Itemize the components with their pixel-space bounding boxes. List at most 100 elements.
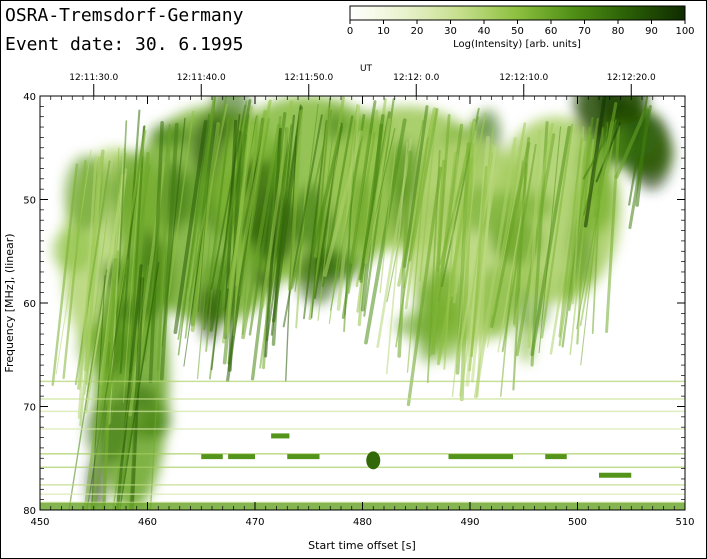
y-tick-label: 50 (23, 196, 36, 207)
rfi-segment (201, 454, 223, 460)
x-tick-label: 450 (30, 517, 49, 528)
burst-streak (513, 123, 554, 328)
burst-streak (68, 269, 108, 510)
rfi-row (40, 453, 685, 455)
burst-streak (538, 126, 562, 354)
x-tick-label: 480 (353, 517, 372, 528)
rfi-segment (545, 454, 567, 460)
burst-streak (303, 120, 328, 320)
burst-streak (558, 137, 584, 338)
heatmap-layer (40, 96, 685, 510)
burst-core (52, 227, 95, 273)
burst-streak (311, 125, 344, 255)
burst-core (629, 129, 674, 177)
colorbar-label: Log(Intensity) [arb. units] (453, 39, 581, 50)
burst-streak (91, 275, 106, 510)
event-date: Event date: 30. 6.1995 (5, 34, 244, 55)
burst-streak (312, 134, 334, 302)
burst-streak (55, 149, 92, 375)
burst-streak (593, 101, 618, 218)
burst-streak (614, 105, 649, 179)
ut-tick-label: 12:11:50.0 (284, 73, 333, 83)
observatory-title: OSRA-Tremsdorf-Germany (5, 5, 244, 26)
burst-streak (108, 129, 147, 343)
rfi-segment (287, 454, 320, 460)
rfi-row (40, 398, 685, 400)
burst-streak (403, 105, 429, 268)
burst-streak (226, 106, 253, 335)
colorbar-tick-label: 10 (377, 26, 390, 37)
burst-streak (576, 126, 591, 345)
burst-streak (110, 164, 151, 423)
y-tick-label: 80 (23, 506, 36, 517)
burst-streak (248, 130, 282, 336)
burst-streak (469, 125, 495, 310)
burst-streak (217, 114, 251, 317)
burst-streak (571, 126, 585, 305)
burst-streak (363, 97, 395, 317)
burst-streak (102, 279, 116, 510)
ut-axis-label: UT (360, 64, 373, 74)
burst-streak (431, 159, 446, 355)
burst-streak (497, 147, 534, 353)
y-tick-label: 60 (23, 299, 36, 310)
burst-streak (77, 156, 98, 419)
burst-streak (115, 264, 143, 510)
burst-streak (473, 137, 517, 399)
rfi-segment (448, 454, 513, 460)
rfi-row (40, 466, 685, 469)
burst-streak (119, 109, 141, 374)
burst-streak (558, 134, 591, 347)
burst-streak (605, 125, 621, 334)
burst-streak (527, 130, 542, 348)
burst-streak (385, 142, 409, 375)
colorbar-tick-label: 30 (444, 26, 457, 37)
y-tick-label: 40 (23, 92, 36, 103)
burst-streak (406, 151, 427, 373)
burst-streak (459, 142, 474, 402)
burst-streak (128, 271, 144, 510)
burst-streak (359, 114, 385, 283)
burst-streak (114, 120, 128, 356)
burst-streak (579, 138, 615, 327)
burst-streak (241, 123, 281, 340)
burst-streak (540, 123, 574, 339)
burst-streak (583, 121, 608, 216)
burst-streak (223, 119, 238, 340)
ut-tick-label: 12:12: 0.0 (393, 73, 439, 83)
burst-streak (94, 259, 129, 510)
rfi-row (40, 380, 685, 383)
ut-tick-label: 12:11:40.0 (177, 73, 226, 83)
burst-streak (329, 135, 364, 311)
burst-streak (443, 154, 459, 370)
burst-streak (499, 160, 524, 397)
burst-streak (282, 114, 323, 328)
burst-streak (128, 125, 146, 374)
burst-streak (583, 96, 607, 228)
ut-tick-label: 12:11:30.0 (69, 73, 118, 83)
burst-streak (177, 112, 215, 340)
burst-streak (122, 150, 142, 403)
x-axis-label: Start time offset [s] (308, 539, 416, 552)
burst-streak (203, 118, 231, 331)
colorbar-tick-label: 40 (478, 26, 491, 37)
burst-streak (635, 108, 650, 207)
burst-streak (530, 125, 572, 357)
rfi-row (40, 410, 685, 413)
rfi-row (40, 493, 685, 495)
ut-tick-label: 12:12:20.0 (607, 73, 656, 83)
rfi-segment (271, 433, 290, 439)
burst-streak (419, 107, 438, 282)
x-tick-label: 510 (675, 517, 694, 528)
burst-streak (267, 123, 292, 323)
burst-streak (350, 133, 371, 264)
burst-streak (188, 96, 227, 302)
burst-streak (451, 164, 477, 397)
burst-streak (406, 166, 443, 407)
x-tick-label: 490 (460, 517, 479, 528)
burst-streak (376, 137, 413, 348)
x-tick-label: 500 (568, 517, 587, 528)
burst-streak (271, 106, 303, 323)
burst-streak (250, 111, 287, 381)
burst-streak (287, 109, 303, 292)
